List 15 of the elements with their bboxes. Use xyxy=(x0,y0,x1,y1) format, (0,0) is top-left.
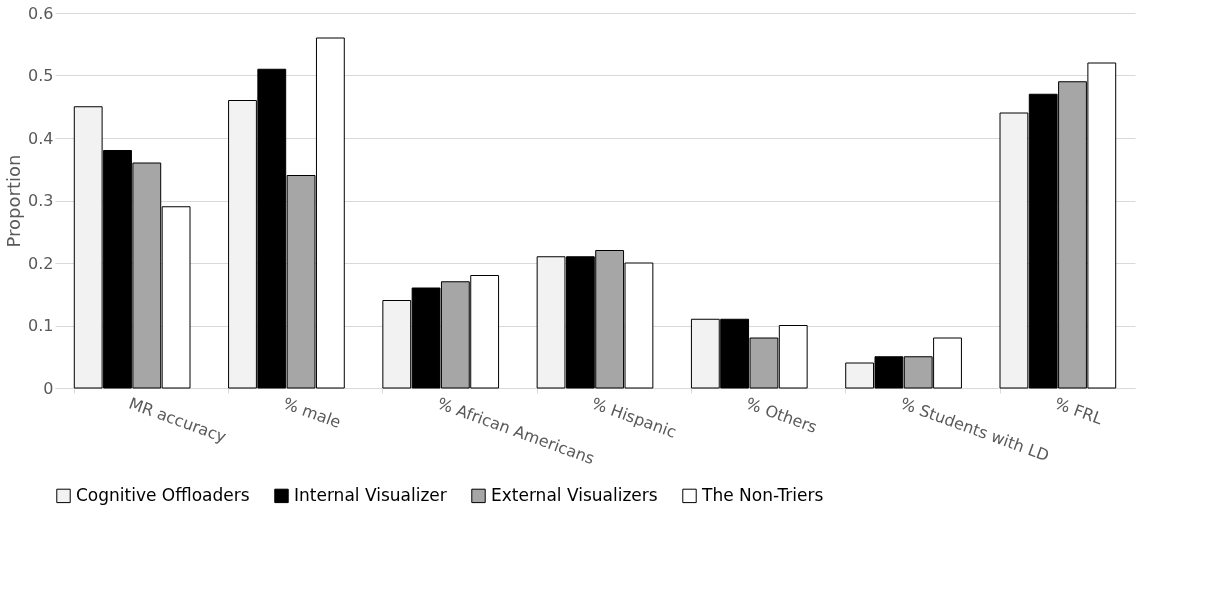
y-tick-label: 0.3 xyxy=(28,191,54,210)
y-tick-label: 0.6 xyxy=(28,3,54,23)
x-tick-label: % Others xyxy=(743,393,820,437)
legend-label: The Non-Triers xyxy=(701,484,824,505)
legend-label: Internal Visualizer xyxy=(294,484,447,505)
y-tick-label: 0.2 xyxy=(28,253,54,273)
x-tick-label: % male xyxy=(280,393,344,432)
y-tick-label: 0.4 xyxy=(28,128,54,148)
y-axis-title: Proportion xyxy=(3,154,25,248)
y-tick-label: 0 xyxy=(43,378,54,398)
y-tick-label: 0.1 xyxy=(28,316,54,335)
legend-label: Cognitive Offloaders xyxy=(76,484,250,505)
x-tick-label: % FRL xyxy=(1052,393,1106,429)
legend-label: External Visualizers xyxy=(491,484,658,505)
y-tick-label: 0.5 xyxy=(28,66,54,85)
